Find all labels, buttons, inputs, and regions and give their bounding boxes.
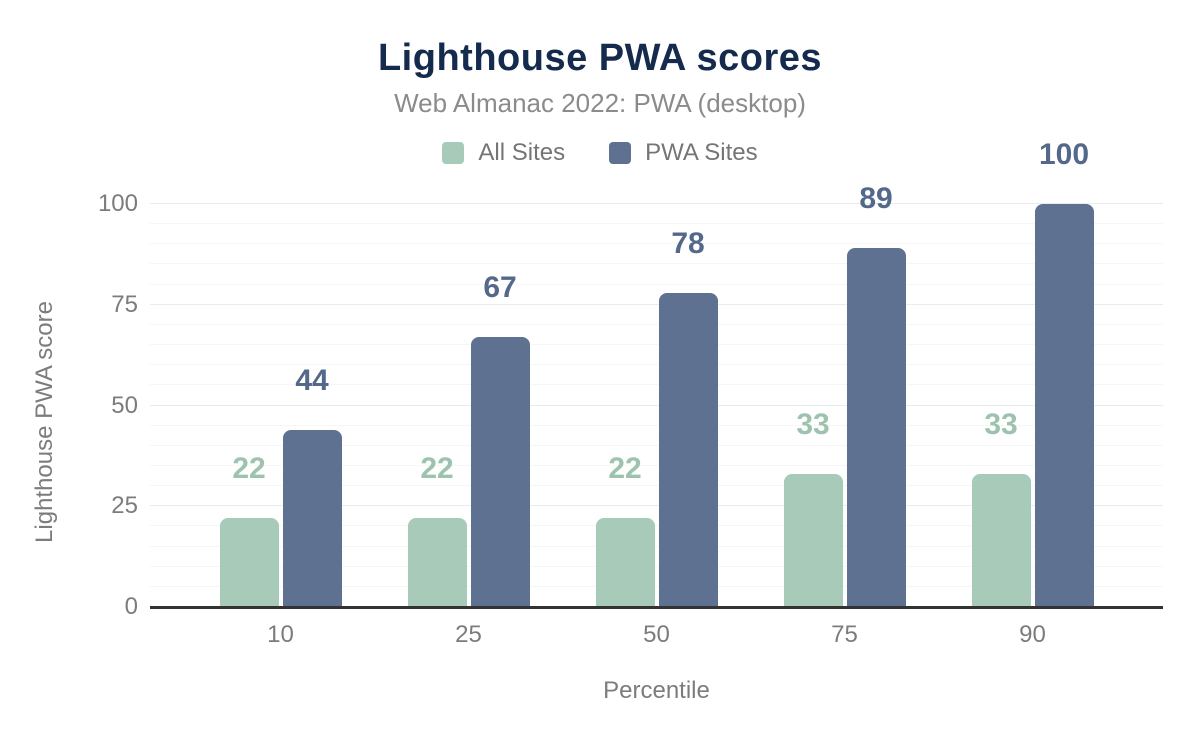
y-tick-label: 25 [111,492,138,520]
minor-gridline [150,424,1163,426]
major-gridline [150,404,1163,406]
bar-slot: 44 [282,204,342,607]
value-label: 22 [232,452,266,486]
bar-slot: 33 [971,204,1031,607]
value-label: 78 [671,226,705,260]
all-sites-bar-p75[interactable] [783,474,843,607]
minor-gridline [150,485,1163,487]
legend-label-pwa-sites: PWA Sites [645,139,758,166]
x-tick-label: 10 [267,621,294,648]
bar-slot: 100 [1034,140,1094,607]
bar-group-p25: 22 67 25 [407,204,530,648]
bar-slot: 22 [219,204,279,607]
minor-gridline [150,323,1163,325]
legend-swatch-all-sites [442,142,465,164]
minor-gridline [150,223,1163,225]
legend-item-all-sites[interactable]: All Sites [442,139,565,167]
value-label: 89 [859,182,893,216]
bar-group-p90: 33 100 90 [971,140,1094,648]
all-sites-bar-p25[interactable] [407,518,467,607]
bar-slot: 78 [658,204,718,607]
major-gridline [150,203,1163,204]
pwa-sites-bar-p50[interactable] [658,292,718,607]
chart-subtitle: Web Almanac 2022: PWA (desktop) [394,88,806,118]
value-label: 33 [984,408,1018,442]
y-tick-label: 100 [97,190,138,217]
y-tick-label: 50 [111,391,138,419]
legend-swatch-pwa-sites [609,142,632,164]
bar-slot: 67 [470,204,530,607]
minor-gridline [150,545,1163,547]
minor-gridline [150,384,1163,386]
bar-slot: 33 [783,204,843,607]
x-axis-line [150,606,1163,609]
all-sites-bar-p10[interactable] [219,518,279,607]
major-gridline [150,505,1163,507]
plot-area: 22 44 10 22 67 25 22 78 50 33 89 75 33 100 90 [150,140,1163,648]
minor-gridline [150,444,1163,446]
bar-group-p75: 33 89 75 [783,184,906,648]
major-gridline [150,303,1163,305]
x-tick-label: 75 [831,621,858,648]
x-tick-label: 50 [643,621,670,648]
all-sites-bar-p50[interactable] [595,518,655,607]
pwa-sites-bar-p10[interactable] [282,429,342,607]
pwa-sites-bar-p25[interactable] [470,337,530,607]
value-label: 100 [1038,138,1090,171]
x-tick-label: 25 [455,621,482,648]
bar-slot: 22 [407,204,467,607]
y-tick-label: 75 [111,290,138,318]
bar-group-p50: 22 78 50 [595,204,718,648]
legend-item-pwa-sites[interactable]: PWA Sites [609,139,758,167]
bar-slot: 22 [595,204,655,607]
minor-gridline [150,243,1163,245]
value-label: 33 [796,408,830,442]
x-axis-title: Percentile [603,677,710,704]
value-label: 22 [420,452,454,486]
value-label: 22 [608,452,642,486]
y-tick-label: 0 [124,593,138,620]
minor-gridline [150,263,1163,265]
pwa-sites-bar-p90[interactable] [1034,204,1094,607]
x-tick-label: 90 [1019,621,1046,648]
minor-gridline [150,344,1163,346]
legend-label-all-sites: All Sites [478,139,566,166]
minor-gridline [150,585,1163,587]
bar-groups: 22 44 10 22 67 25 22 78 50 33 89 75 33 100 90 [150,140,1163,648]
minor-gridline [150,525,1163,527]
value-label: 44 [295,363,329,397]
minor-gridline [150,565,1163,567]
bar-slot: 89 [846,184,906,607]
minor-gridline [150,364,1163,366]
chart-title: Lighthouse PWA scores [377,37,823,79]
value-label: 67 [483,271,517,304]
bar-group-p10: 22 44 10 [219,204,342,648]
pwa-sites-bar-p75[interactable] [846,248,906,607]
all-sites-bar-p90[interactable] [971,474,1031,607]
minor-gridline [150,283,1163,285]
minor-gridline [150,464,1163,466]
legend: All Sites PWA Sites [0,139,1200,167]
